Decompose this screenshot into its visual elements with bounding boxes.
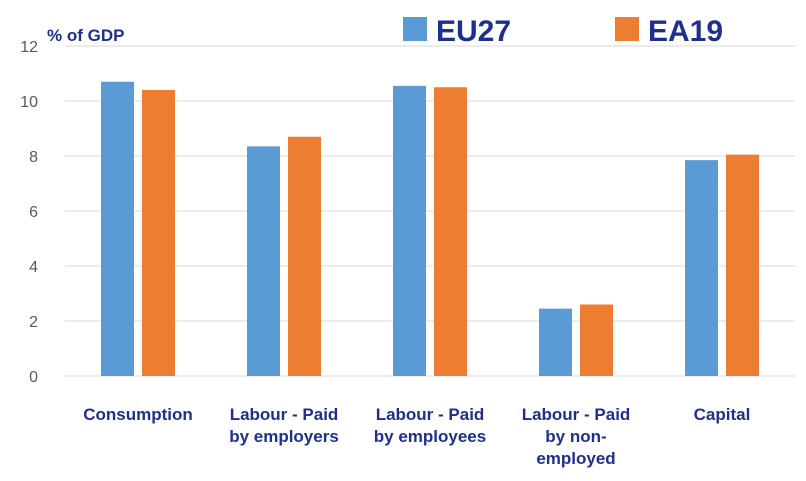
x-category-label-line: by employers xyxy=(229,427,339,446)
x-category-label: Labour - Paid by non-employed xyxy=(522,405,631,468)
x-category-label: Labour - Paid by employees xyxy=(374,405,486,446)
bar-eu27-5 xyxy=(685,160,718,376)
x-category-label: Consumption xyxy=(83,405,193,424)
x-category-label-line: Labour - Paid xyxy=(522,405,631,424)
bar-ea19-4 xyxy=(580,304,613,376)
x-category-label-line: Capital xyxy=(694,405,751,424)
bar-ea19-2 xyxy=(288,136,321,376)
bar-ea19-5 xyxy=(726,154,759,376)
x-category-label: Capital xyxy=(694,405,751,424)
legend-label-eu27: EU27 xyxy=(436,15,511,48)
y-tick-label: 10 xyxy=(20,94,38,111)
y-tick-label: 6 xyxy=(29,204,38,221)
bars xyxy=(101,81,759,376)
x-category-label-line: Labour - Paid xyxy=(230,405,339,424)
bar-eu27-4 xyxy=(539,308,572,376)
legend-swatch-ea19 xyxy=(615,17,639,41)
y-axis-ticks: 0 2 4 6 8 10 12 xyxy=(20,39,38,386)
x-category-label-line: by non- xyxy=(545,427,606,446)
y-axis-title: % of GDP xyxy=(47,26,124,45)
x-category-label-line: Labour - Paid xyxy=(376,405,485,424)
x-axis-categories: Consumption Labour - Paid by employersLabo… xyxy=(83,405,750,468)
y-tick-label: 0 xyxy=(29,369,38,386)
legend: EU27 EA19 xyxy=(403,15,723,48)
x-category-label-line: employed xyxy=(536,449,615,468)
x-category-label: Labour - Paid by employers xyxy=(229,405,339,446)
x-category-label-line: by employees xyxy=(374,427,486,446)
x-category-label-line: Consumption xyxy=(83,405,193,424)
y-tick-label: 2 xyxy=(29,314,38,331)
gridlines xyxy=(65,45,795,377)
legend-label-ea19: EA19 xyxy=(648,15,723,48)
bar-eu27-2 xyxy=(247,146,280,376)
bar-eu27-1 xyxy=(101,81,134,376)
y-tick-label: 4 xyxy=(29,259,38,276)
bar-ea19-3 xyxy=(434,87,467,376)
bar-ea19-1 xyxy=(142,90,175,376)
bar-eu27-3 xyxy=(393,85,426,376)
y-tick-label: 12 xyxy=(20,39,38,56)
y-tick-label: 8 xyxy=(29,149,38,166)
legend-swatch-eu27 xyxy=(403,17,427,41)
